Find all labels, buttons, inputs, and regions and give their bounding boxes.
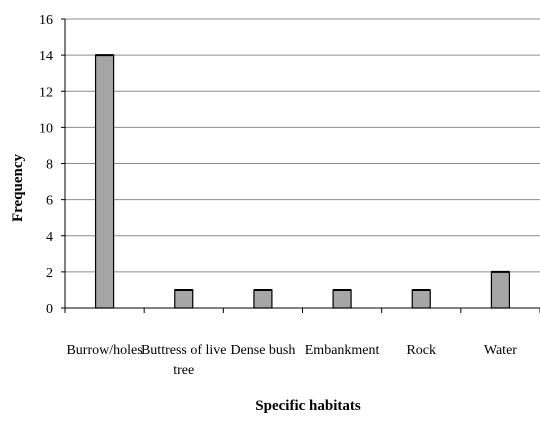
- y-tick-label: 14: [39, 49, 53, 64]
- y-tick-label: 0: [46, 302, 53, 317]
- y-tick-label: 4: [46, 230, 53, 245]
- x-category-label: Buttress of live tree: [141, 343, 227, 378]
- bar: [94, 54, 115, 309]
- x-category-label: Embankment: [305, 343, 380, 358]
- y-tick-label: 10: [39, 121, 53, 136]
- x-axis-title: Specific habitats: [255, 398, 361, 414]
- y-axis-title: Frequency: [10, 153, 26, 222]
- x-category-label-line: Embankment: [305, 343, 380, 358]
- y-tick-label: 2: [46, 266, 53, 281]
- x-category-label-line: Burrow/holes: [66, 343, 142, 358]
- bar: [490, 271, 511, 309]
- gridlines: [65, 18, 540, 273]
- bar: [332, 289, 352, 309]
- y-tick-label: 6: [46, 194, 53, 209]
- x-category-label-line: Buttress of live: [141, 343, 227, 358]
- bar: [253, 289, 273, 309]
- y-tick-label: 8: [46, 158, 53, 173]
- x-category-label: Rock: [406, 343, 436, 358]
- bars: [94, 54, 511, 309]
- x-category-label: Dense bush: [230, 343, 295, 358]
- x-category-label: Water: [484, 343, 517, 358]
- y-tick-labels: 0 2 4 6 8 10 12 14 16: [39, 13, 53, 317]
- x-category-label: Burrow/holes: [66, 343, 142, 358]
- bar: [411, 289, 431, 309]
- axes: [61, 18, 540, 313]
- bar: [174, 289, 194, 309]
- x-category-label-line: Dense bush: [230, 343, 295, 358]
- y-tick-label: 16: [39, 13, 53, 28]
- x-category-label-line: Rock: [406, 343, 436, 358]
- x-category-label-line: tree: [173, 363, 194, 378]
- x-category-label-line: Water: [484, 343, 517, 358]
- y-tick-label: 12: [39, 85, 53, 100]
